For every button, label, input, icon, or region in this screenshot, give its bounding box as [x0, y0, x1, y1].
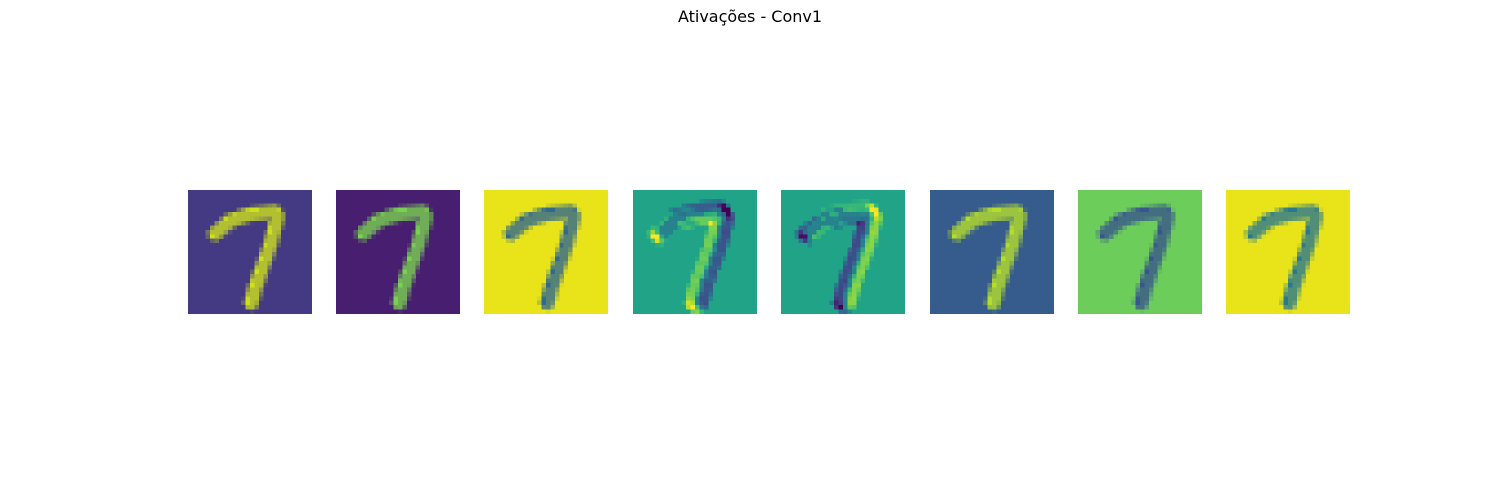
feature-map-7 — [1078, 190, 1202, 314]
feature-map-1 — [188, 190, 312, 314]
feature-map-5 — [781, 190, 905, 314]
feature-map-8 — [1226, 190, 1350, 314]
feature-map-3 — [484, 190, 608, 314]
feature-map-6 — [930, 190, 1054, 314]
figure-title: Ativações - Conv1 — [677, 7, 823, 26]
feature-map-2 — [336, 190, 460, 314]
feature-map-4 — [633, 190, 757, 314]
